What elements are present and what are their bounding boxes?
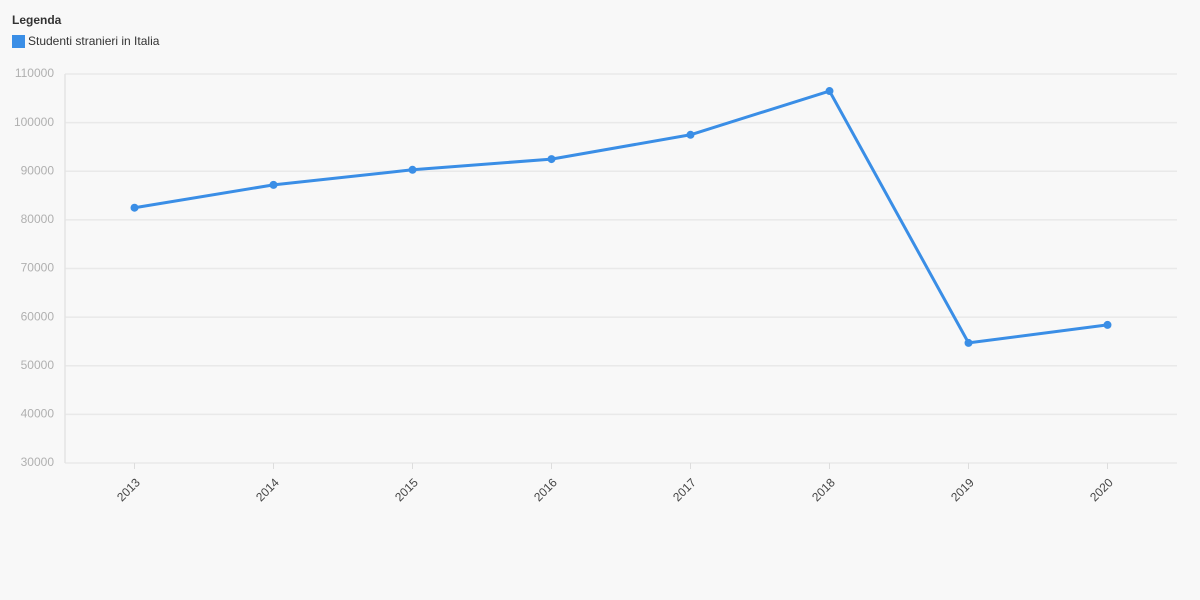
y-tick-label: 110000 (15, 66, 54, 80)
point (269, 180, 278, 189)
x-tick-label: 2018 (809, 475, 838, 504)
point (964, 338, 973, 347)
point (547, 155, 556, 164)
point (408, 165, 417, 174)
x-tick-label: 2013 (114, 475, 143, 504)
y-tick-label: 100000 (14, 115, 54, 129)
y-tick-label: 70000 (21, 261, 55, 275)
point (825, 87, 834, 96)
y-tick-label: 90000 (21, 163, 55, 177)
y-tick-label: 30000 (21, 455, 55, 469)
point (686, 130, 695, 139)
x-tick-label: 2014 (253, 475, 282, 504)
y-tick-label: 80000 (21, 212, 55, 226)
x-tick-label: 2017 (670, 475, 699, 504)
x-tick-label: 2016 (531, 475, 560, 504)
legend-swatch (12, 35, 25, 48)
legend-title: Legenda (12, 13, 62, 27)
x-tick-label: 2015 (392, 475, 421, 504)
y-tick-label: 60000 (21, 309, 55, 323)
y-tick-label: 50000 (21, 358, 55, 372)
line (134, 89, 1108, 345)
point (130, 203, 139, 212)
legend-label: Studenti stranieri in Italia (28, 34, 160, 48)
y-tick-label: 40000 (21, 407, 55, 421)
x-tick-label: 2020 (1087, 475, 1116, 504)
x-tick-label: 2019 (948, 475, 977, 504)
point (1103, 320, 1112, 329)
